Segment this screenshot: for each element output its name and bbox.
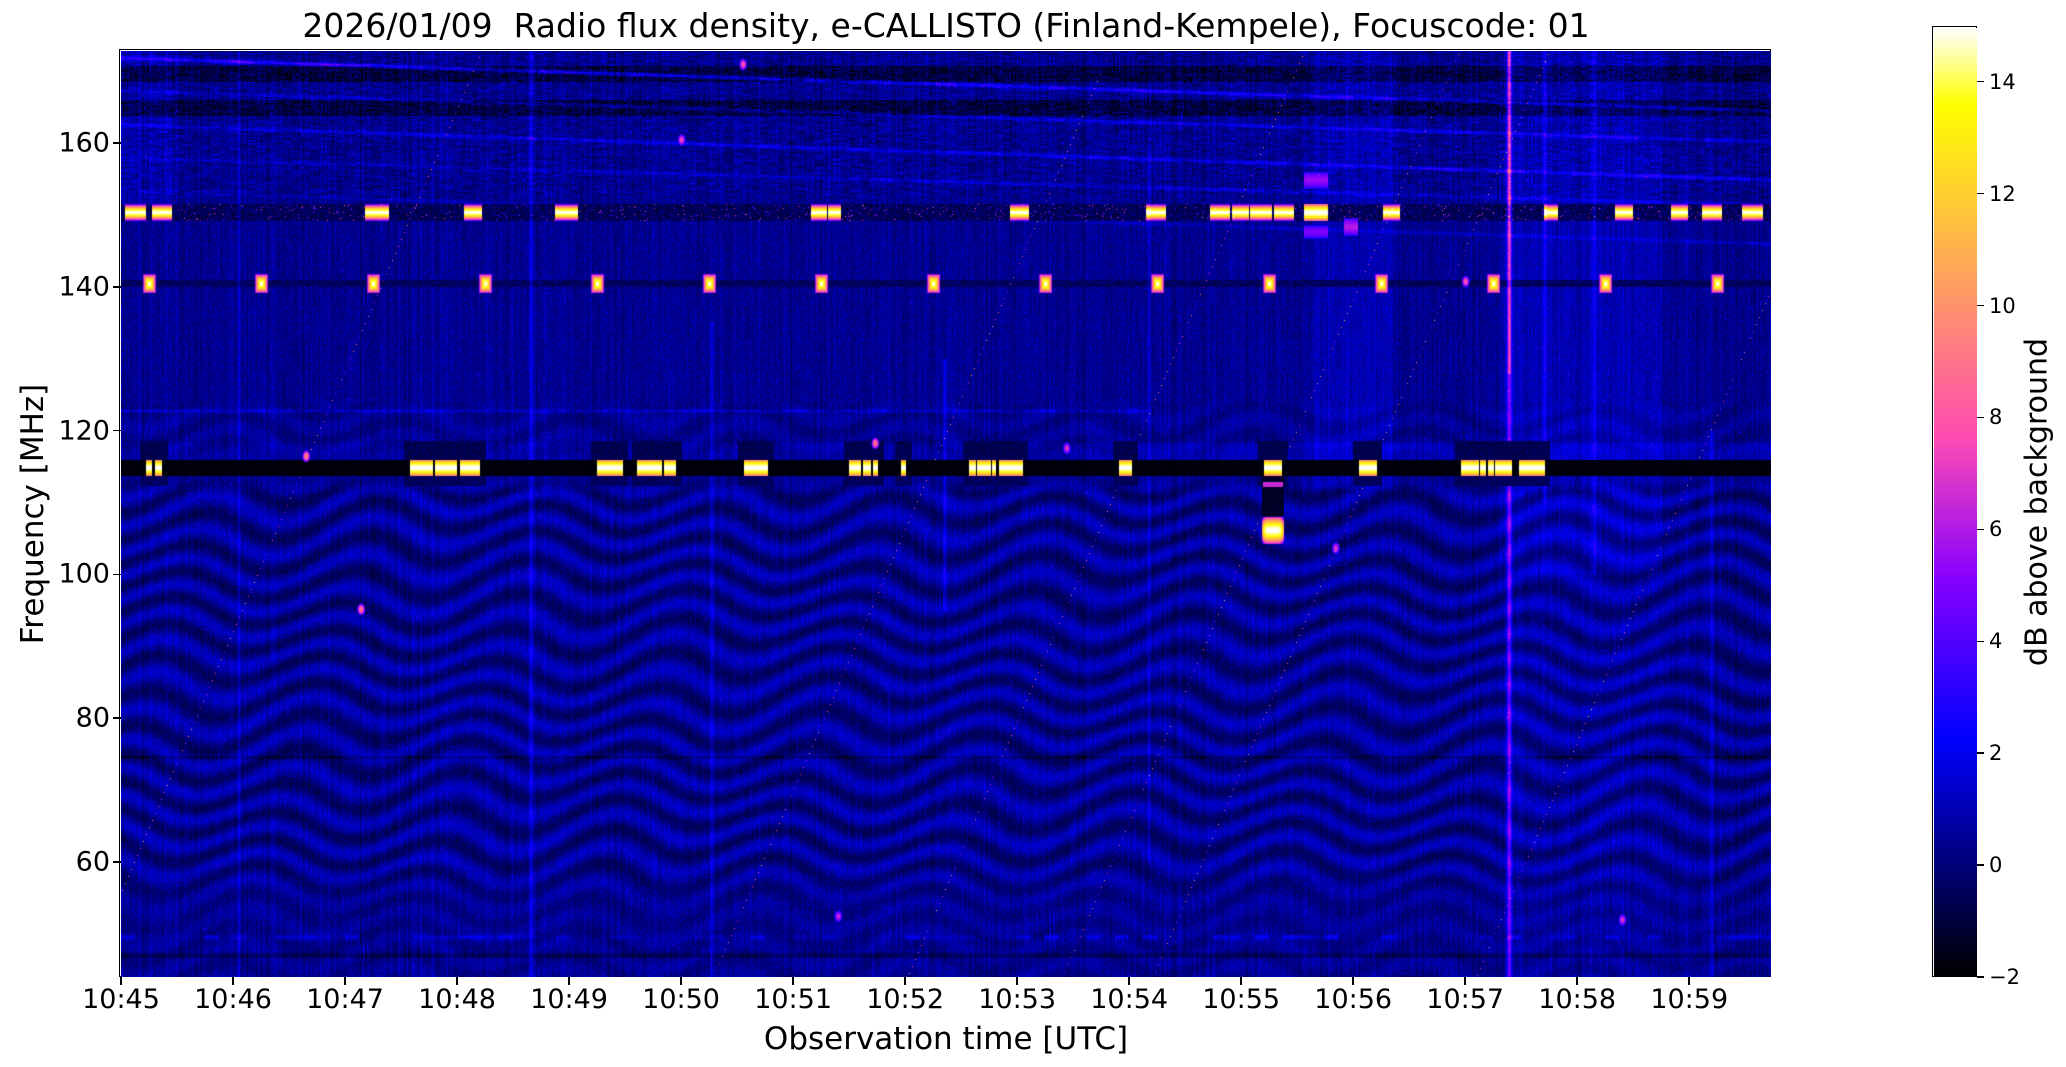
colorbar-tick-label: 14 (1989, 69, 2016, 94)
x-tick-mark (120, 977, 122, 985)
x-tick-mark (344, 977, 346, 985)
x-tick-label: 10:51 (754, 984, 832, 1015)
x-tick-label: 10:50 (642, 984, 720, 1015)
x-tick-label: 10:52 (866, 984, 945, 1015)
x-tick-label: 10:48 (418, 984, 496, 1015)
colorbar-tick-label: 12 (1989, 181, 2016, 206)
x-tick-mark (1352, 977, 1354, 985)
x-tick-label: 10:55 (1202, 984, 1281, 1015)
x-tick-mark (792, 977, 794, 985)
colorbar-tick-label: 0 (1989, 853, 2003, 878)
x-tick-mark (232, 977, 234, 985)
x-tick-mark (568, 977, 570, 985)
colorbar-tick-label: −2 (1989, 965, 2020, 989)
y-tick-mark (113, 429, 121, 432)
y-tick-label: 120 (58, 415, 110, 447)
colorbar-label: dB above background (2019, 337, 2055, 667)
y-tick-mark (113, 861, 121, 863)
x-tick-label: 10:47 (306, 984, 384, 1015)
y-tick-label: 60 (75, 846, 110, 878)
y-tick-label: 80 (75, 702, 110, 734)
x-tick-mark (1240, 977, 1242, 985)
colorbar-tick-label: 8 (1989, 405, 2003, 430)
x-tick-label: 10:45 (82, 984, 160, 1015)
y-tick-label: 140 (58, 271, 110, 303)
colorbar-tick-mark (1977, 192, 1984, 195)
x-tick-label: 10:54 (1090, 984, 1169, 1015)
y-tick-label: 160 (58, 127, 110, 159)
colorbar-canvas (1934, 28, 1977, 977)
colorbar-tick-label: 4 (1989, 629, 2003, 654)
y-tick-mark (113, 717, 121, 719)
x-axis-label: Observation time [UTC] (763, 1021, 1129, 1057)
x-tick-label: 10:59 (1650, 984, 1729, 1015)
x-tick-mark (456, 977, 458, 985)
colorbar-tick-mark (1977, 416, 1984, 419)
y-tick-mark (113, 142, 121, 144)
colorbar-tick-mark (1977, 304, 1984, 307)
x-tick-label: 10:46 (194, 984, 272, 1015)
colorbar-tick-label: 10 (1989, 293, 2016, 318)
x-tick-label: 10:58 (1538, 984, 1617, 1015)
x-tick-label: 10:56 (1314, 984, 1393, 1015)
x-tick-label: 10:57 (1426, 984, 1505, 1015)
y-tick-label: 100 (58, 558, 110, 590)
chart-title: 2026/01/09 Radio flux density, e-CALLIST… (302, 6, 1590, 45)
x-tick-mark (1128, 977, 1130, 985)
x-tick-mark (680, 977, 682, 985)
x-tick-mark (1464, 977, 1466, 985)
x-tick-mark (1016, 977, 1018, 985)
x-tick-label: 10:53 (978, 984, 1057, 1015)
colorbar-tick-mark (1977, 80, 1984, 83)
colorbar-tick-label: 6 (1989, 517, 2003, 542)
x-tick-label: 10:49 (530, 984, 608, 1015)
spectrogram-canvas (121, 51, 1771, 977)
x-tick-mark (1688, 977, 1690, 985)
colorbar-tick-mark (1977, 864, 1984, 866)
y-tick-mark (113, 573, 121, 576)
y-tick-mark (113, 286, 121, 288)
colorbar-tick-label: 2 (1989, 741, 2003, 766)
x-tick-mark (1576, 977, 1578, 985)
colorbar-tick-mark (1977, 528, 1984, 531)
x-tick-mark (904, 977, 906, 985)
colorbar-tick-mark (1977, 976, 1984, 978)
colorbar-tick-mark (1977, 752, 1984, 754)
colorbar-tick-mark (1977, 640, 1984, 643)
